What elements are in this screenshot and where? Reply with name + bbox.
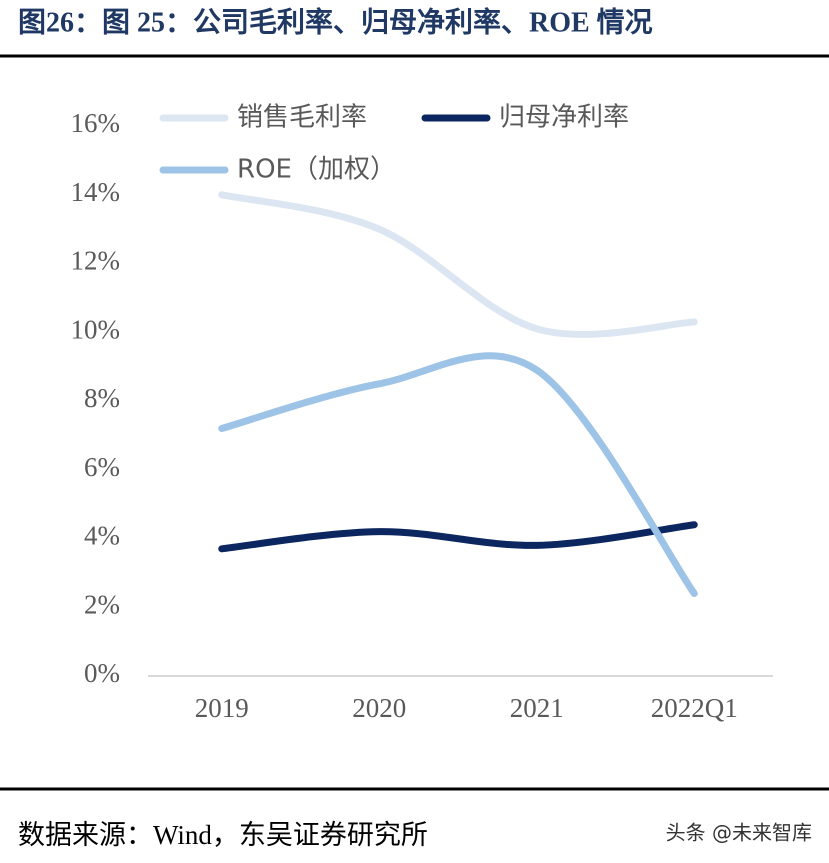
x-tick-label: 2019 — [195, 693, 249, 723]
series-line — [218, 521, 698, 553]
legend-label: 销售毛利率 — [237, 103, 367, 133]
legend-label: 归母净利率 — [499, 103, 629, 133]
x-tick-label: 2020 — [352, 693, 406, 723]
chart-title: 图26：图 25：公司毛利率、归母净利率、ROE 情况 — [18, 5, 653, 38]
series-line — [218, 352, 698, 597]
y-tick-label: 0% — [84, 658, 120, 688]
y-tick-label: 2% — [84, 589, 120, 619]
series-line — [218, 191, 698, 338]
x-tick-label: 2022Q1 — [651, 693, 738, 723]
legend-label: ROE（加权） — [237, 155, 396, 185]
x-tick-label: 2021 — [510, 693, 564, 723]
y-tick-label: 14% — [71, 177, 121, 207]
y-tick-label: 10% — [71, 314, 121, 344]
watermark: 头条 @未来智库 — [666, 821, 812, 845]
y-tick-label: 4% — [84, 521, 120, 551]
y-tick-label: 6% — [84, 452, 120, 482]
y-tick-label: 16% — [71, 108, 121, 138]
source: 数据来源：Wind，东吴证券研究所 — [18, 820, 428, 850]
y-tick-label: 12% — [71, 246, 121, 276]
y-tick-label: 8% — [84, 383, 120, 413]
